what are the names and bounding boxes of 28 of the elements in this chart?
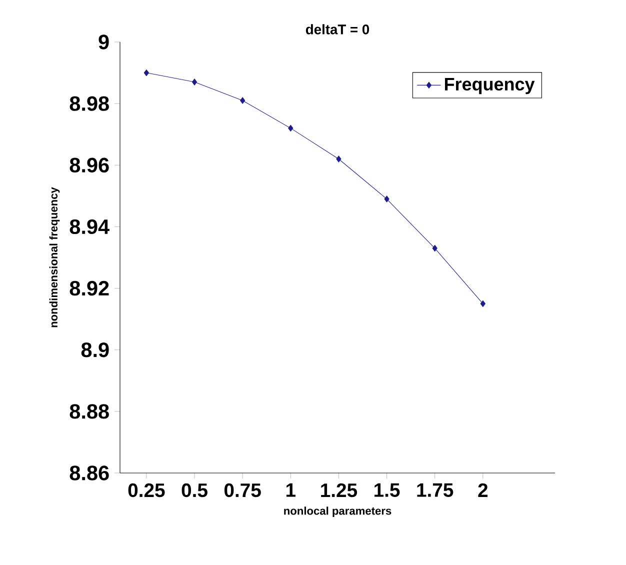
y-tick-label: 9 [98,34,109,50]
x-tick-label: 0.5 [182,483,208,498]
point [432,244,438,252]
x-tick-label: 1.25 [321,483,358,498]
x-tick-label: 1.75 [417,483,454,497]
x-tick-label: 1 [286,483,296,497]
y-tick-label: 8.86 [70,466,109,480]
y-tick-label: 8.9 [81,342,109,358]
y-tick-label: 8.96 [70,158,109,172]
point [384,196,390,202]
x-tick-label: 0.75 [224,483,261,498]
point [480,300,486,307]
x-tick-label: 2 [478,483,488,497]
point [336,156,342,162]
x-tick-label: 0.25 [128,483,165,498]
point [192,78,198,86]
x-axis-title: nonlocal parameters [284,506,392,517]
y-axis-title: nondimensional frequency [49,187,60,328]
chart-title: deltaT = 0 [306,24,370,34]
point [240,97,246,104]
y-tick-label: 8.92 [70,280,109,296]
y-tick-label: 8.94 [70,219,110,234]
x-tick-label: 1.5 [374,483,400,497]
y-tick-label: 8.88 [70,404,109,419]
legend-label: Frequency [444,78,535,94]
y-tick-label: 8.98 [70,96,109,111]
point [144,69,149,76]
point [288,124,294,132]
